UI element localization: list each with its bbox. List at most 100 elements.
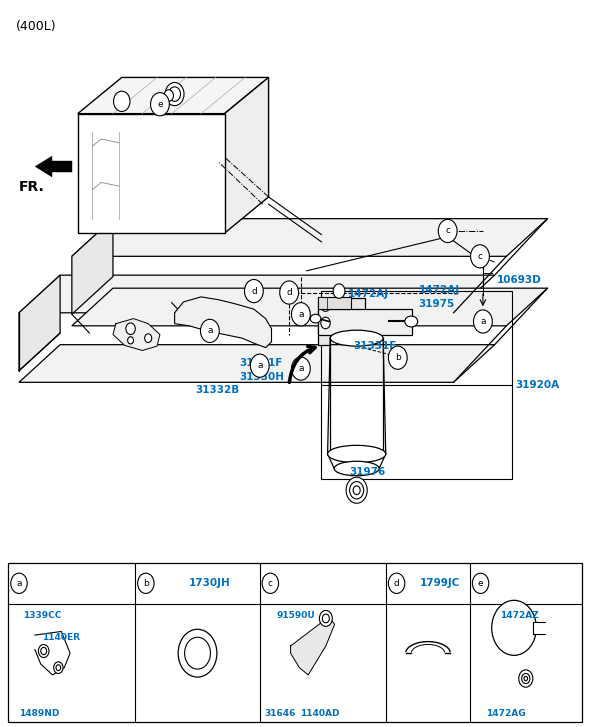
Text: FR.: FR. [19,180,45,193]
Text: 31646: 31646 [264,709,296,718]
Text: 1472AG: 1472AG [486,709,526,718]
Circle shape [11,573,27,593]
Text: 1339CC: 1339CC [23,611,61,620]
Circle shape [471,245,489,268]
Circle shape [319,611,332,627]
Text: 31976: 31976 [350,467,386,477]
Text: c: c [445,227,450,236]
Circle shape [54,662,63,673]
Text: c: c [268,579,273,588]
Polygon shape [19,275,494,313]
Circle shape [491,601,536,655]
Text: (400L): (400L) [16,20,57,33]
Text: a: a [298,310,304,318]
Polygon shape [319,298,365,345]
Polygon shape [78,113,225,233]
Circle shape [346,477,367,503]
Polygon shape [72,219,113,314]
Polygon shape [225,78,268,233]
Text: 1489ND: 1489ND [19,709,60,718]
Circle shape [321,317,330,329]
Text: 31331F: 31331F [239,358,283,369]
Text: d: d [251,286,257,296]
Text: d: d [286,288,292,297]
Polygon shape [533,622,545,634]
Polygon shape [72,288,548,326]
Circle shape [322,614,329,623]
Ellipse shape [334,461,379,475]
Polygon shape [78,78,268,113]
Polygon shape [72,219,548,257]
Circle shape [388,573,405,593]
Polygon shape [319,309,412,334]
Circle shape [244,279,263,302]
Ellipse shape [310,314,321,323]
Circle shape [169,87,181,101]
Text: e: e [478,579,483,588]
Circle shape [519,670,533,687]
Text: d: d [394,579,399,588]
Circle shape [291,302,310,326]
Text: b: b [143,579,149,588]
Polygon shape [319,297,351,309]
Circle shape [262,573,278,593]
Polygon shape [51,161,72,172]
Circle shape [353,486,360,494]
Text: 1140AD: 1140AD [300,709,339,718]
Circle shape [185,638,211,669]
Polygon shape [19,275,60,371]
Text: 31975: 31975 [418,299,454,309]
Circle shape [388,346,407,369]
Circle shape [438,220,457,243]
Circle shape [113,91,130,111]
Text: 31920A: 31920A [515,380,559,390]
Circle shape [280,281,299,304]
Polygon shape [291,617,335,675]
Text: 91590U: 91590U [276,611,315,620]
Text: a: a [207,326,212,335]
Circle shape [164,89,173,101]
Ellipse shape [330,330,383,346]
Ellipse shape [327,446,386,462]
Text: 10693D: 10693D [496,276,541,285]
Text: c: c [477,252,483,261]
Text: b: b [395,353,401,362]
Circle shape [127,337,133,344]
Circle shape [165,82,184,105]
Circle shape [145,334,152,342]
Circle shape [474,310,492,333]
Polygon shape [113,318,160,350]
Polygon shape [8,563,582,722]
Polygon shape [175,297,271,348]
Circle shape [522,673,530,683]
Text: e: e [157,100,163,109]
Circle shape [126,323,135,334]
Circle shape [350,481,363,499]
Text: a: a [257,361,263,370]
Circle shape [56,664,61,670]
Circle shape [201,319,219,342]
Text: a: a [480,317,486,326]
Text: a: a [298,364,304,373]
Circle shape [250,354,269,377]
Text: 31330H: 31330H [239,371,284,382]
Text: 1472AJ: 1472AJ [418,285,460,294]
Text: 1472AJ: 1472AJ [348,289,389,299]
Circle shape [473,573,489,593]
Text: 1730JH: 1730JH [188,578,230,588]
Text: 1140ER: 1140ER [42,633,80,642]
Polygon shape [35,156,52,177]
Circle shape [41,648,47,654]
Polygon shape [19,345,494,382]
Text: 1799JC: 1799JC [419,578,460,588]
Text: 31331F: 31331F [354,341,397,351]
Text: 1472AZ: 1472AZ [500,611,539,620]
Circle shape [291,357,310,380]
Circle shape [38,645,49,657]
Circle shape [321,300,330,311]
Circle shape [333,284,345,298]
Circle shape [150,92,169,116]
Text: a: a [17,579,22,588]
Circle shape [524,676,527,680]
Ellipse shape [405,316,418,327]
